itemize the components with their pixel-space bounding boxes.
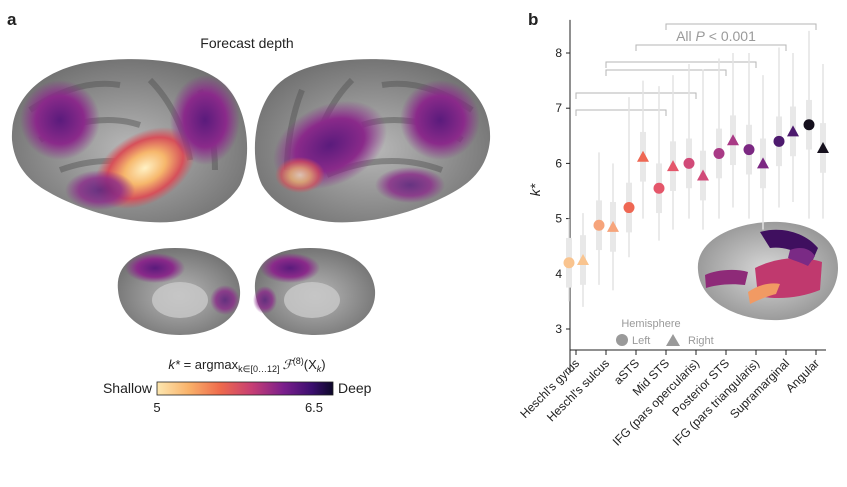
y-tick-label: 6 bbox=[555, 156, 562, 170]
y-tick-label: 3 bbox=[555, 322, 562, 336]
legend: Hemisphere Left Right bbox=[616, 318, 714, 347]
right-point bbox=[727, 134, 739, 146]
left-point bbox=[803, 119, 815, 131]
formula-close: ) bbox=[321, 357, 325, 372]
left-point bbox=[653, 182, 665, 194]
y-tick-label: 5 bbox=[555, 212, 562, 226]
significance-brackets bbox=[575, 23, 817, 116]
significance-bracket bbox=[605, 69, 727, 76]
colorbar-min-tick: 5 bbox=[153, 400, 160, 415]
colorbar-max-tick: 6.5 bbox=[305, 400, 323, 415]
colorbar-bar bbox=[156, 381, 334, 396]
x-tick-label: Angular bbox=[783, 356, 822, 395]
panel-a-title: Forecast depth bbox=[200, 35, 293, 51]
left-point bbox=[713, 147, 725, 159]
formula-sup: (8) bbox=[293, 356, 304, 366]
legend-left-marker bbox=[616, 334, 628, 346]
y-tick-label: 7 bbox=[555, 101, 562, 115]
y-axis-label: k* bbox=[527, 183, 543, 196]
left-point bbox=[683, 157, 695, 169]
panel-a-letter: a bbox=[7, 10, 17, 29]
left-point bbox=[623, 202, 635, 214]
right-point bbox=[787, 125, 799, 137]
y-tick-label: 4 bbox=[555, 267, 562, 281]
left-point bbox=[773, 135, 785, 147]
left-point bbox=[593, 219, 605, 231]
right-point bbox=[577, 254, 589, 265]
formula: k* = argmaxk∈[0…12] ℱ(8)(Xk) bbox=[168, 356, 325, 374]
left-point bbox=[743, 144, 755, 156]
significance-bracket bbox=[575, 92, 697, 99]
right-hemisphere-medial bbox=[253, 248, 376, 335]
formula-sub: k∈[0…12] bbox=[238, 364, 279, 374]
significance-bracket bbox=[665, 23, 817, 30]
panel-b-letter: b bbox=[528, 10, 539, 29]
right-point bbox=[757, 157, 769, 169]
formula-arg: (X bbox=[304, 357, 317, 372]
right-point bbox=[697, 169, 709, 181]
legend-left-label: Left bbox=[632, 335, 650, 347]
right-point bbox=[637, 150, 649, 162]
y-tick-label: 8 bbox=[555, 46, 562, 60]
left-point bbox=[563, 257, 575, 269]
right-point bbox=[667, 160, 679, 172]
legend-right-label: Right bbox=[688, 335, 714, 347]
significance-bracket bbox=[635, 44, 787, 51]
formula-fn: ℱ bbox=[283, 357, 296, 372]
right-point bbox=[817, 141, 829, 153]
colorbar-right-label: Deep bbox=[338, 380, 372, 396]
colorbar: Shallow Deep 5 6.5 bbox=[103, 380, 372, 415]
colorbar-left-label: Shallow bbox=[103, 380, 153, 396]
stat-annotation: All P < 0.001 bbox=[676, 28, 756, 44]
significance-bracket bbox=[575, 109, 667, 116]
formula-eq: = argmax bbox=[180, 357, 239, 372]
legend-right-marker bbox=[666, 334, 680, 346]
right-hemisphere-lateral bbox=[254, 59, 491, 223]
left-hemisphere-lateral bbox=[11, 59, 248, 223]
right-point bbox=[607, 220, 619, 232]
formula-arg-sub: k bbox=[317, 364, 322, 374]
svg-text:k* = argmaxk∈[0…12]ℱ(8)(Xk): k* = argmaxk∈[0…12] ℱ(8)(Xk) bbox=[168, 356, 325, 374]
left-hemisphere-medial bbox=[117, 248, 241, 335]
inset-brain bbox=[697, 221, 838, 321]
significance-bracket bbox=[605, 61, 757, 68]
formula-k: k* bbox=[168, 357, 181, 372]
legend-title: Hemisphere bbox=[621, 318, 680, 330]
